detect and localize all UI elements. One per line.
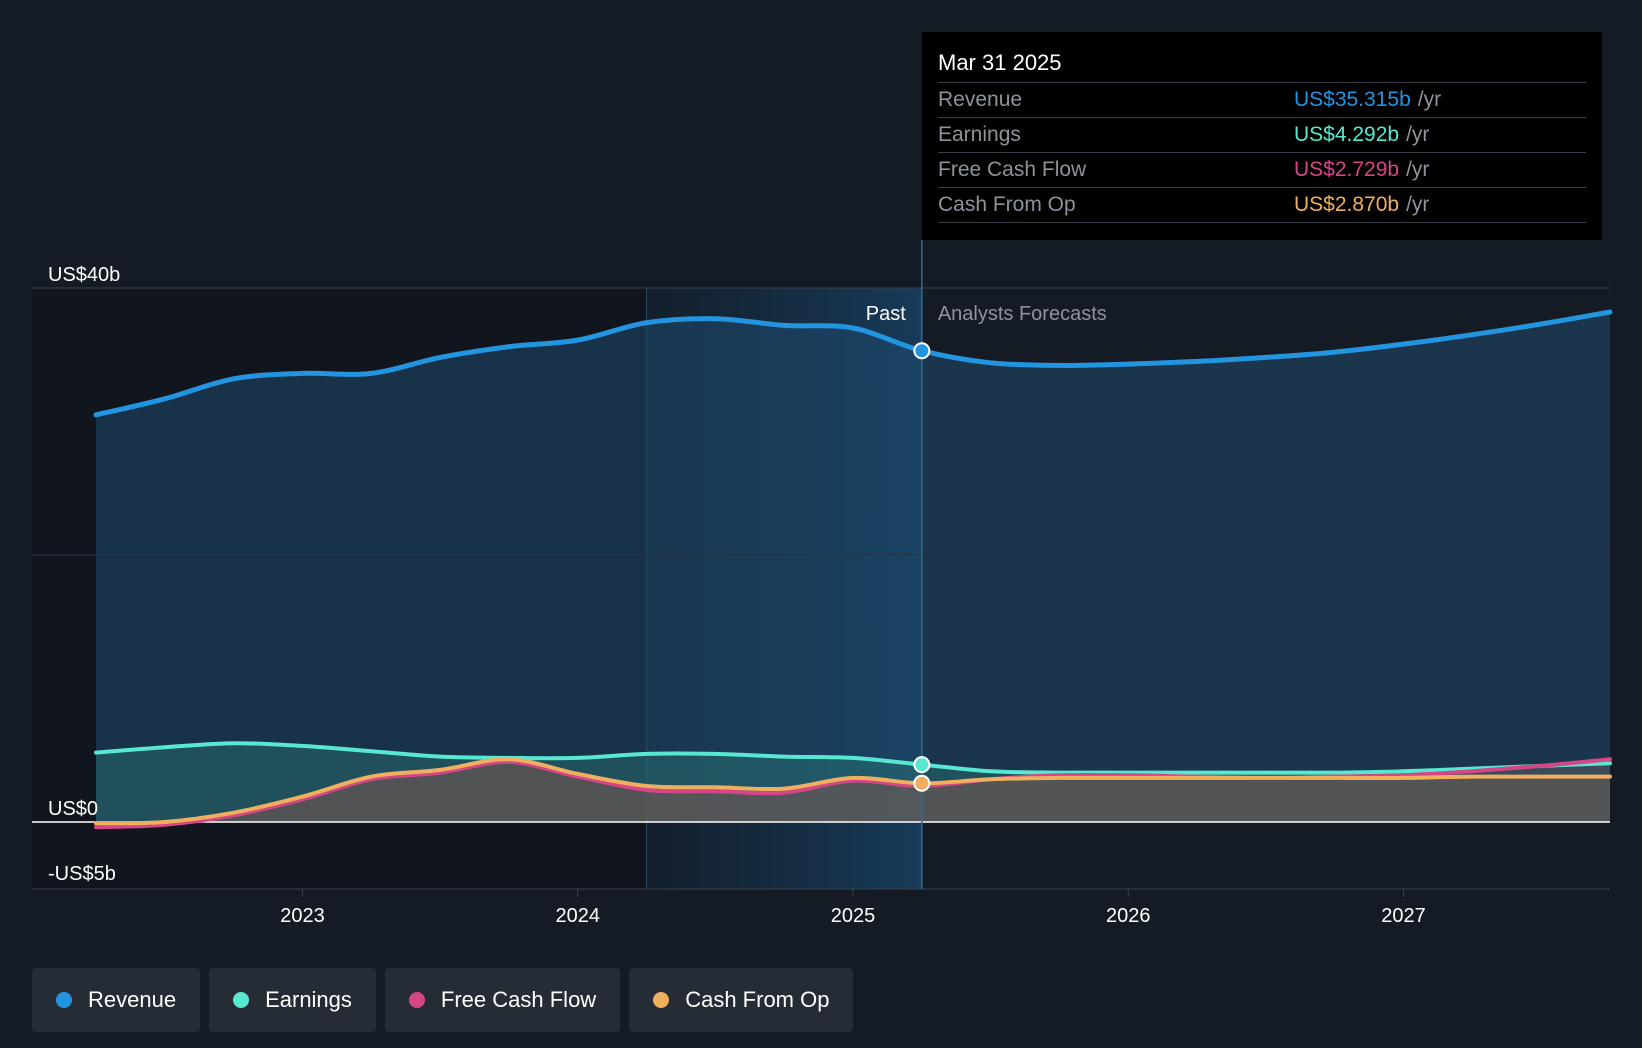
legend-item-revenue[interactable]: Revenue: [32, 968, 201, 1032]
revenue-dot-icon: [56, 992, 72, 1008]
marker-revenue: [913, 342, 931, 360]
tooltip-row-earnings: Earnings US$4.292b /yr: [938, 117, 1586, 152]
legend-label: Free Cash Flow: [440, 987, 597, 1012]
y-axis-label: US$40b: [48, 264, 120, 286]
line-revenue: [93, 309, 1613, 418]
legend: Revenue Earnings Free Cash Flow Cash Fro…: [32, 968, 854, 1032]
line-earnings: [94, 741, 1612, 775]
legend-item-free-cash-flow[interactable]: Free Cash Flow: [384, 968, 621, 1032]
y-axis-label: US$0: [48, 798, 98, 820]
past-label: Past: [866, 303, 906, 325]
tooltip-label: Revenue: [938, 88, 1023, 111]
earnings-dot-icon: [233, 992, 250, 1008]
x-tick-label: 2025: [831, 905, 876, 927]
tooltip-value: US$2.729b: [1294, 158, 1400, 181]
marker-earnings: [913, 756, 931, 774]
tooltip-unit: /yr: [1417, 88, 1442, 111]
y-axis-label: -US$5b: [48, 863, 116, 885]
free-cash-flow-dot-icon: [408, 992, 425, 1008]
tooltip-label: Cash From Op: [938, 193, 1076, 216]
tooltip-value: US$2.870b: [1294, 193, 1400, 216]
legend-label: Earnings: [265, 987, 352, 1012]
tooltip-value: US$35.315b: [1294, 88, 1411, 111]
x-tick-label: 2024: [555, 905, 600, 927]
tooltip-unit: /yr: [1406, 193, 1430, 216]
tooltip-label: Free Cash Flow: [938, 158, 1087, 181]
cash-from-op-dot-icon: [653, 992, 670, 1008]
marker-cash-from-op: [913, 774, 931, 792]
forecast-label: Analysts Forecasts: [938, 303, 1107, 325]
chart-area: US$40b US$0 -US$5b 2023 2024 2025 2026 2027 Past…: [32, 240, 1613, 927]
tooltip-unit: /yr: [1406, 158, 1430, 181]
x-tick-label: 2023: [280, 905, 325, 927]
area-cash-from-op: [96, 759, 1610, 824]
tooltip-label: Earnings: [938, 123, 1021, 146]
x-tick-label: 2027: [1381, 905, 1426, 927]
legend-item-earnings[interactable]: Earnings: [209, 968, 376, 1032]
tooltip-row-free-cash-flow: Free Cash Flow US$2.729b /yr: [938, 152, 1586, 187]
line-cash-from-op: [94, 757, 1612, 826]
legend-item-cash-from-op[interactable]: Cash From Op: [629, 968, 854, 1032]
tooltip-unit: /yr: [1406, 123, 1430, 146]
tooltip-date: Mar 31 2025: [938, 50, 1062, 75]
x-tick-label: 2026: [1106, 905, 1151, 927]
legend-label: Revenue: [88, 987, 177, 1012]
tooltip-row-cash-from-op: Cash From Op US$2.870b /yr: [938, 187, 1586, 223]
legend-label: Cash From Op: [685, 987, 830, 1012]
area-revenue: [96, 312, 1610, 822]
area-free-cash-flow: [96, 759, 1610, 828]
tooltip-row-revenue: Revenue US$35.315b /yr: [938, 82, 1586, 117]
tooltip-value: US$4.292b: [1294, 123, 1400, 146]
tooltip: Mar 31 2025 Revenue US$35.315b /yr Earni…: [922, 32, 1602, 240]
